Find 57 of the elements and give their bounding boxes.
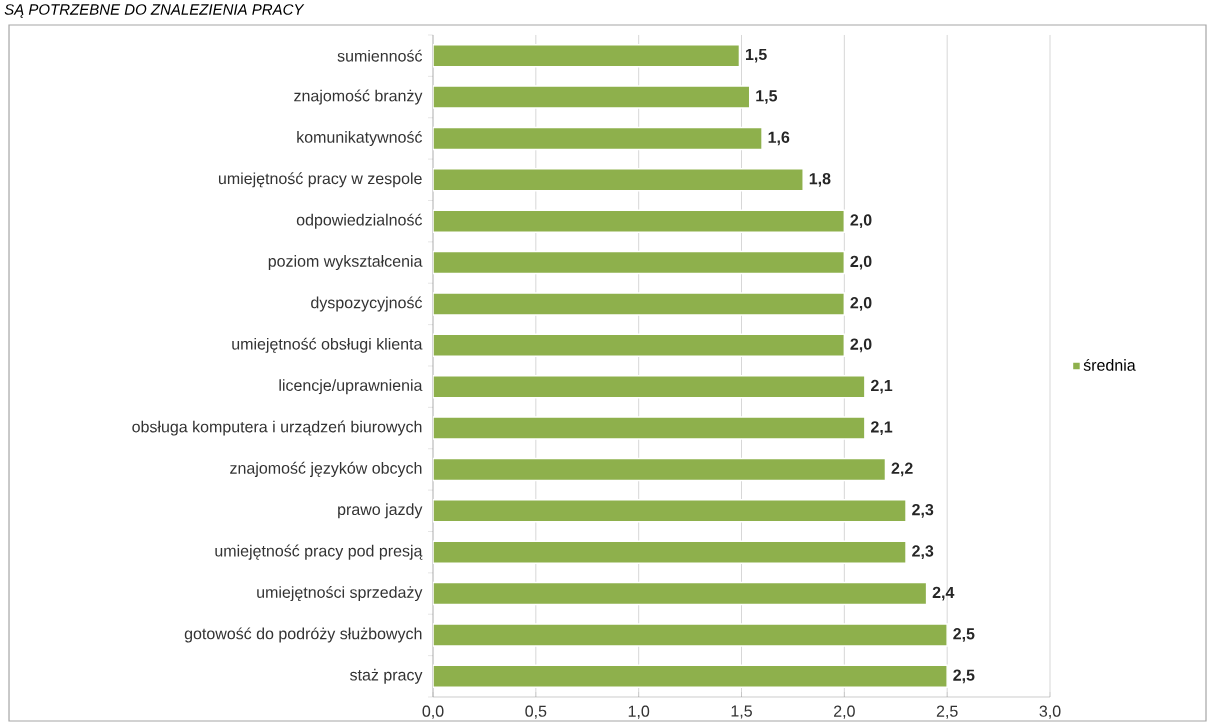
- bar: [433, 43, 741, 68]
- data-label: 2,3: [912, 503, 934, 518]
- x-tick-label: 1,0: [628, 705, 650, 719]
- y-tick-label: umiejętność pracy w zespole: [218, 172, 422, 188]
- bar: [433, 126, 763, 151]
- bar: [433, 540, 907, 564]
- data-label: 2,3: [912, 545, 934, 560]
- y-tick-label: znajomość języków obcych: [230, 461, 422, 477]
- x-tick-label: 1,5: [731, 705, 752, 719]
- x-tick-label: 3,0: [1039, 705, 1061, 719]
- bar: [433, 581, 928, 606]
- y-tick-label: prawo jazdy: [338, 503, 423, 519]
- data-label: 1,5: [756, 90, 778, 104]
- text: SĄ POTRZEBNE DO ZNALEZIENIA PRACY: [4, 4, 305, 18]
- bar: [433, 623, 948, 647]
- data-label: 2,1: [871, 421, 893, 435]
- legend-label: średnia: [1083, 358, 1136, 371]
- y-tick-label: licencje/uprawnienia: [279, 379, 423, 395]
- bar: [433, 333, 846, 358]
- data-label: 2,1: [871, 379, 893, 394]
- y-tick-label: sumienność: [337, 49, 423, 62]
- data-label: 2,5: [953, 628, 975, 642]
- bar: [433, 664, 948, 689]
- bar: [433, 374, 866, 399]
- bar: [433, 209, 846, 233]
- data-label: 2,2: [891, 462, 913, 477]
- y-tick-label: gotowość do podróży służbowych: [184, 627, 422, 643]
- x-tick-label: 0,5: [525, 705, 547, 719]
- y-tick-label: dyspozycyjność: [311, 296, 423, 312]
- data-label: 2,0: [850, 338, 872, 353]
- data-label: 1,8: [809, 172, 831, 187]
- y-tick-label: znajomość branży: [294, 89, 423, 105]
- y-tick-label: umiejętności sprzedaży: [257, 586, 423, 602]
- bar: [433, 499, 907, 523]
- data-label: 2,4: [932, 586, 955, 601]
- y-tick-label: umiejętność pracy pod presją: [215, 544, 423, 560]
- data-label: 2,0: [850, 297, 872, 311]
- x-tick-label: 2,0: [834, 705, 855, 719]
- y-tick-label: umiejętność obsługi klienta: [232, 337, 423, 353]
- x-tick-label: 2,5: [936, 705, 958, 719]
- bar: [433, 416, 866, 440]
- y-tick-label: odpowiedzialność: [296, 213, 423, 229]
- x-tick-label: 0,0: [422, 705, 444, 719]
- bar: [433, 85, 751, 109]
- y-tick-label: komunikatywność: [297, 130, 423, 146]
- bar: [433, 292, 846, 316]
- data-label: 1,5: [746, 48, 767, 63]
- bar: [433, 457, 887, 482]
- data-label: 2,0: [850, 214, 872, 229]
- data-label: 2,5: [953, 669, 975, 684]
- y-tick-label: poziom wykształcenia: [268, 255, 423, 271]
- data-label: 1,6: [768, 131, 790, 146]
- y-tick-label: staż pracy: [350, 668, 423, 684]
- y-tick-label: obsługa komputera i urządzeń biurowych: [132, 420, 422, 436]
- data-label: 2,0: [850, 255, 872, 270]
- bar: [433, 250, 846, 275]
- bar: [433, 168, 804, 192]
